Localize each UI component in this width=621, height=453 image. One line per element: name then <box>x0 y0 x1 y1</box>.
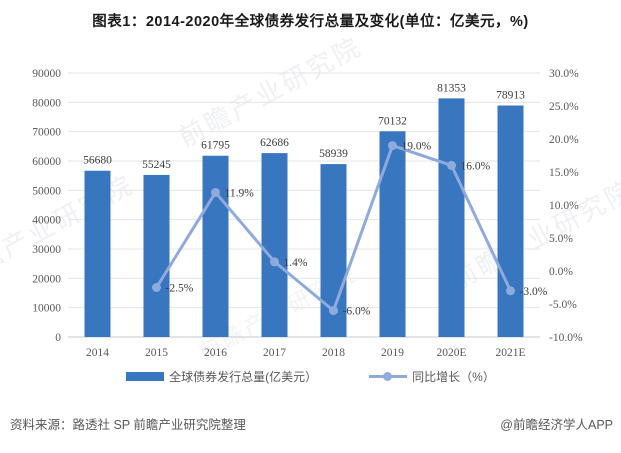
left-axis-tick-label: 50000 <box>32 185 61 197</box>
bar-value-label: 81353 <box>437 82 466 94</box>
right-axis-tick-label: -5.0% <box>549 299 577 311</box>
growth-value-label: 11.9% <box>225 187 255 199</box>
bar-value-label: 62686 <box>260 137 289 149</box>
line-series-swatch <box>369 372 408 381</box>
source-text: 资料来源：路透社 SP 前瞻产业研究院整理 <box>10 418 246 432</box>
bar-series-label: 全球债券发行总量(亿美元） <box>169 370 318 384</box>
left-axis-tick-label: 70000 <box>32 127 61 139</box>
growth-value-label: -3.0% <box>520 286 548 298</box>
x-axis-label: 2018 <box>322 347 345 359</box>
chart-legend: 全球债券发行总量(亿美元） 同比增长（%） <box>0 368 621 385</box>
line-series-label: 同比增长（%） <box>412 370 495 384</box>
right-axis-tick-label: 0.0% <box>549 266 573 278</box>
growth-value-label: 1.4% <box>284 257 308 269</box>
growth-marker <box>152 283 161 292</box>
bar-value-label: 56680 <box>83 155 112 167</box>
right-axis-tick-label: -10.0% <box>549 332 583 344</box>
x-axis-label: 2014 <box>86 347 109 359</box>
x-axis-label: 2015 <box>145 347 168 359</box>
x-axis-label: 2017 <box>263 347 286 359</box>
bar <box>261 153 288 337</box>
growth-value-label: -2.5% <box>166 283 194 295</box>
growth-marker <box>270 257 279 267</box>
line-swatch-marker <box>383 372 393 381</box>
chart-title: 图表1：2014-2020年全球债券发行总量及变化(单位：亿美元，%) <box>92 14 529 30</box>
bar-series-swatch <box>126 372 165 381</box>
left-axis-tick-label: 10000 <box>32 303 61 315</box>
right-axis-tick-label: 25.0% <box>549 101 579 113</box>
bar-value-label: 70132 <box>378 115 407 127</box>
right-axis-tick-label: 10.0% <box>549 200 579 212</box>
growth-marker <box>388 141 397 151</box>
left-axis-tick-label: 0 <box>55 332 61 344</box>
bar <box>84 170 111 337</box>
credit-text: @前瞻经济学人APP <box>500 418 613 432</box>
right-axis-tick-label: 30.0% <box>549 68 579 80</box>
bar <box>202 155 229 337</box>
bar-value-label: 58939 <box>319 148 348 160</box>
legend-item-line-series: 同比增长（%） <box>369 368 495 385</box>
legend-item-bar-series: 全球债券发行总量(亿美元） <box>126 368 317 385</box>
growth-marker <box>447 160 456 170</box>
right-axis-tick-label: 15.0% <box>549 167 579 179</box>
growth-marker <box>506 286 515 296</box>
left-axis-tick-label: 40000 <box>32 215 61 227</box>
growth-marker <box>329 306 338 316</box>
right-axis-tick-label: 5.0% <box>549 233 573 245</box>
footer: 资料来源：路透社 SP 前瞻产业研究院整理 @前瞻经济学人APP <box>10 414 613 433</box>
left-axis-tick-label: 60000 <box>32 156 61 168</box>
bar-value-label: 61795 <box>201 140 230 152</box>
left-axis-tick-label: 30000 <box>32 244 61 256</box>
left-axis-tick-label: 80000 <box>32 97 61 109</box>
x-axis-label: 2019 <box>381 347 404 359</box>
x-axis-label: 2021E <box>495 347 525 359</box>
bar <box>438 98 465 337</box>
growth-value-label: 19.0% <box>402 141 432 153</box>
growth-marker <box>211 187 220 197</box>
bar-value-label: 55245 <box>142 159 171 171</box>
growth-value-label: 16.0% <box>461 160 491 172</box>
bar <box>379 131 406 337</box>
bar <box>143 174 170 337</box>
x-axis-label: 2020E <box>436 347 466 359</box>
left-axis-tick-label: 90000 <box>32 68 61 80</box>
bar <box>497 105 524 337</box>
bar-line-chart: 0 10000 20000 30000 40000 50000 60000 70000 8000… <box>32 68 583 359</box>
growth-value-label: -6.0% <box>343 306 371 318</box>
x-axis-label: 2016 <box>204 347 227 359</box>
right-axis-tick-label: 20.0% <box>549 134 579 146</box>
left-axis-tick-label: 20000 <box>32 273 61 285</box>
bar-value-label: 78913 <box>496 90 525 102</box>
